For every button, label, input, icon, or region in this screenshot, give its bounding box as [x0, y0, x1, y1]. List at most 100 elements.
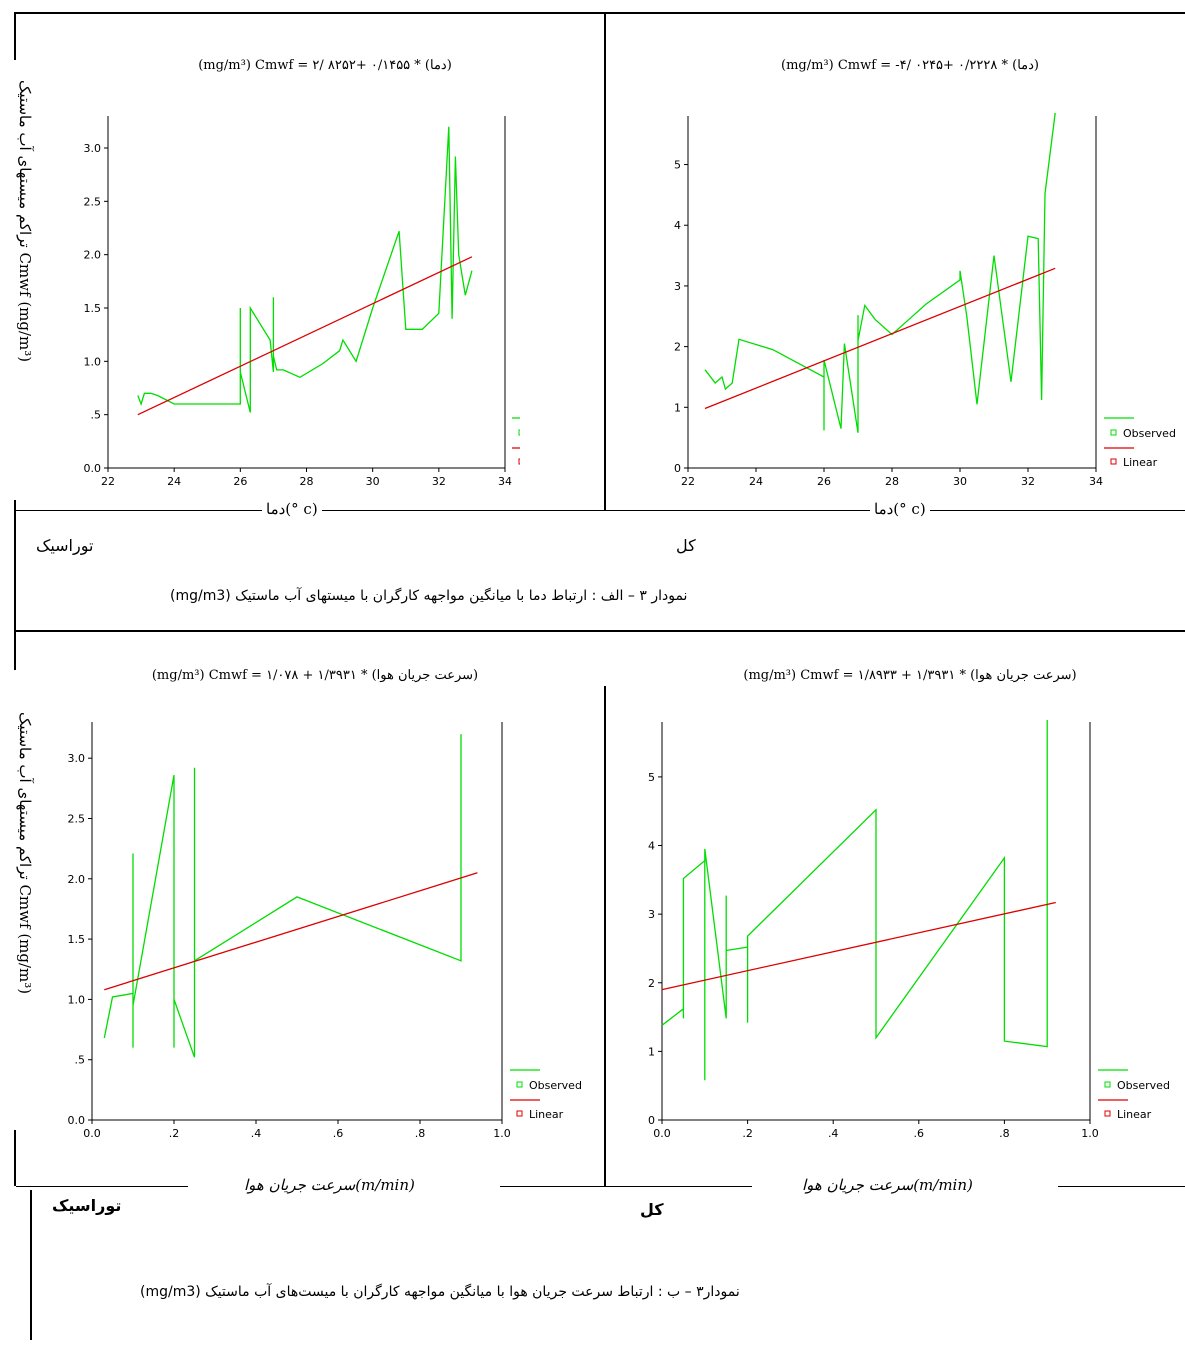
x-tick-label: 0.0: [83, 1127, 101, 1140]
legend-linear-label: Linear: [1117, 1108, 1152, 1121]
y-tick-label: 2.0: [84, 249, 102, 262]
x-tick-label: 34: [1089, 475, 1103, 488]
center-divider-b: [604, 686, 606, 1186]
y-tick-label: 1.0: [84, 355, 102, 368]
y-tick-label: 0.0: [68, 1114, 86, 1127]
legend-linear-marker: [1104, 1110, 1111, 1117]
equation-a-left: (mg/m³) Cmwf = ۲/ ۸۲۵۲+ ۰/۱۴۵۵ * (دما): [198, 58, 452, 73]
linear-fit-line: [661, 901, 1056, 991]
observed-series-line: [704, 112, 1056, 433]
y-tick-label: 2.0: [68, 873, 86, 886]
y-tick-label: 3: [648, 908, 655, 921]
x-tick-label: 32: [432, 475, 446, 488]
observed-series-line: [137, 126, 473, 413]
observed-series-line: [661, 720, 1048, 1081]
x-tick-label: .4: [251, 1127, 262, 1140]
chart-airflow-total: 0 1 2 3 4 5 0.0 .2 .4 .6 .8 1.0 Observed Linear: [648, 720, 1170, 1140]
y-tick-label: 1.5: [68, 933, 86, 946]
x-tick-label: 34: [498, 475, 512, 488]
x-tick-label: 1.0: [493, 1127, 511, 1140]
y-tick-label: 1.0: [68, 993, 86, 1006]
x-tick-label: 28: [300, 475, 314, 488]
legend-observed-marker: [518, 429, 520, 436]
panel-name-b-left: توراسیک: [52, 1196, 122, 1215]
panel-name-b-right: کل: [640, 1200, 664, 1219]
y-tick-label: 0.0: [84, 462, 102, 475]
x-tick-label: .2: [169, 1127, 180, 1140]
x-tick-label: 28: [885, 475, 899, 488]
legend-linear-label: Linear: [529, 1108, 564, 1121]
linear-fit-line: [104, 872, 478, 991]
x-tick-label: 1.0: [1081, 1127, 1099, 1140]
x-axis-label-a-left: دما(° c): [262, 500, 322, 518]
panel-name-a-left: توراسیک: [36, 536, 94, 555]
x-tick-label: 32: [1021, 475, 1035, 488]
panel-name-a-right: کل: [676, 536, 696, 555]
x-tick-label: 30: [366, 475, 380, 488]
top-rule: [14, 12, 1185, 14]
legend-linear-label: Linear: [1123, 456, 1158, 469]
chart-temperature-thoracic: 0.0.51.01.52.02.53.022242628303234Observ…: [84, 116, 520, 488]
caption-b: نمودار۳ – ب : ارتباط سرعت جریان هوا با م…: [140, 1284, 740, 1300]
legend-observed-marker: [1110, 429, 1117, 436]
y-tick-label: 1: [674, 401, 681, 414]
chart-airflow-thoracic: 0.0 .5 1.0 1.5 2.0 2.5 3.0 0.0 .2 .4 .6 .8 1.0 Observ…: [68, 722, 582, 1140]
x-tick-label: .8: [999, 1127, 1010, 1140]
xlabel-rule-b3: [1058, 1186, 1185, 1187]
y-tick-label: 0: [648, 1114, 655, 1127]
y-tick-label: 4: [674, 219, 681, 232]
left-rule-bottom: [14, 1130, 16, 1186]
linear-fit-line: [704, 267, 1056, 410]
legend-observed-label: Observed: [529, 1079, 582, 1092]
x-tick-label: 26: [817, 475, 831, 488]
y-tick-label: 0: [674, 462, 681, 475]
x-axis-label-b-left: سرعت جریان هوا(m/min): [240, 1176, 419, 1194]
y-tick-label: 2.5: [84, 195, 102, 208]
legend-linear-marker: [1110, 458, 1117, 465]
equation-b-right: (mg/m³) Cmwf = ۱/۸۹۳۳ + ۱/۳۹۳۱ * (سرعت ج…: [743, 668, 1077, 683]
x-tick-label: .2: [742, 1127, 753, 1140]
x-axis-label-b-right: سرعت جریان هوا(m/min): [798, 1176, 977, 1194]
xlabel-rule-b1: [16, 1186, 188, 1187]
x-tick-label: .6: [333, 1127, 344, 1140]
x-tick-label: 0.0: [653, 1127, 671, 1140]
legend-observed-marker: [1104, 1081, 1111, 1088]
left-rule-top: [14, 12, 16, 60]
x-tick-label: 22: [101, 475, 115, 488]
linear-fit-line: [137, 256, 473, 416]
y-tick-label: 2: [648, 977, 655, 990]
y-axis-label-b: تراکم میستهای آب ماستیک Cmwf (mg/m³): [16, 712, 34, 995]
legend-linear-marker: [518, 458, 520, 465]
y-tick-label: 5: [674, 159, 681, 172]
legend-observed-marker: [516, 1081, 523, 1088]
y-tick-label: 3.0: [68, 752, 86, 765]
equation-a-right: (mg/m³) Cmwf = -۴/ ۰۲۴۵+ ۰/۲۲۲۸ * (دما): [781, 58, 1039, 73]
caption-a: نمودار ۳ – الف : ارتباط دما با میانگین م…: [170, 588, 688, 604]
y-tick-label: .5: [75, 1054, 86, 1067]
x-tick-label: .6: [914, 1127, 925, 1140]
x-tick-label: 22: [681, 475, 695, 488]
y-tick-label: 1: [648, 1045, 655, 1058]
x-tick-label: .4: [828, 1127, 839, 1140]
x-tick-label: 26: [233, 475, 247, 488]
y-tick-label: .5: [91, 409, 102, 422]
equation-b-left: (mg/m³) Cmwf = ۱/۰۷۸ + ۱/۳۹۳۱ * (سرعت جر…: [151, 668, 479, 683]
center-divider-a: [604, 14, 606, 511]
xlabel-rule-b2: [500, 1186, 752, 1187]
mid-rule: [14, 630, 1185, 632]
x-tick-label: 30: [953, 475, 967, 488]
y-tick-label: 4: [648, 840, 655, 853]
y-tick-label: 2.5: [68, 812, 86, 825]
y-axis-label-a: تراکم میستهای آب ماستیک Cmwf (mg/m³): [16, 80, 34, 363]
x-tick-label: 24: [167, 475, 181, 488]
legend-linear-marker: [516, 1110, 523, 1117]
y-tick-label: 5: [648, 771, 655, 784]
y-tick-label: 2: [674, 341, 681, 354]
legend-observed-label: Observed: [1123, 427, 1176, 440]
y-tick-label: 3.0: [84, 142, 102, 155]
legend-observed-label: Observed: [1117, 1079, 1170, 1092]
left-rule-footer: [30, 1190, 32, 1340]
y-tick-label: 3: [674, 280, 681, 293]
y-tick-label: 1.5: [84, 302, 102, 315]
